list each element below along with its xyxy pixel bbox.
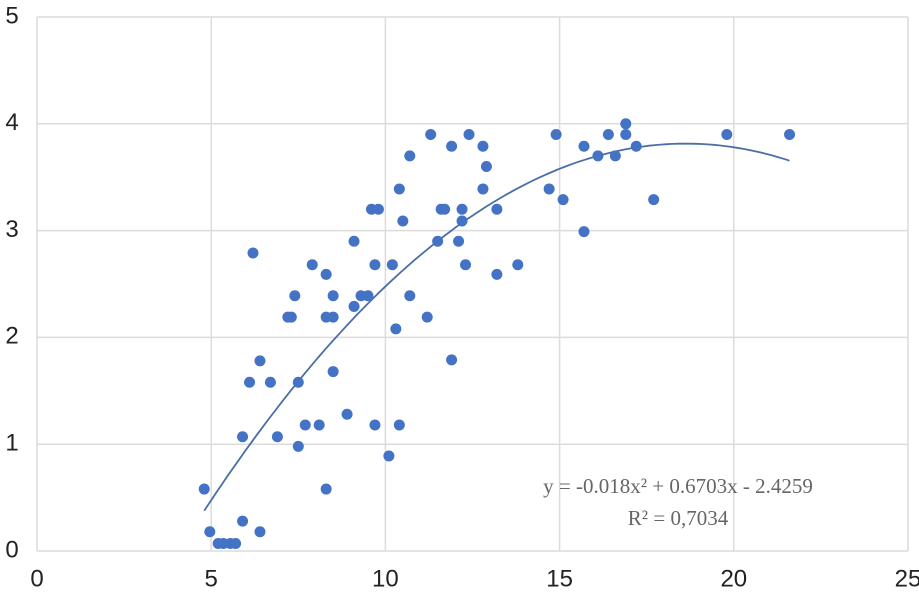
point — [425, 128, 437, 140]
point — [648, 194, 660, 206]
point — [460, 259, 472, 271]
point — [421, 311, 433, 323]
point — [432, 235, 444, 247]
point — [372, 203, 384, 215]
point — [784, 128, 796, 140]
point — [327, 311, 339, 323]
x-tick-label: 10 — [372, 565, 399, 592]
point — [446, 354, 458, 366]
x-tick-label: 0 — [30, 565, 43, 592]
point — [578, 140, 590, 152]
point — [254, 526, 266, 538]
point — [271, 431, 283, 443]
point — [264, 376, 276, 388]
point — [254, 355, 266, 367]
point — [244, 376, 256, 388]
point — [369, 419, 381, 431]
point — [477, 183, 489, 195]
point — [602, 128, 614, 140]
point — [237, 431, 249, 443]
point — [198, 483, 210, 495]
point — [327, 366, 339, 378]
point — [292, 376, 304, 388]
r-squared: R² = 0,7034 — [628, 506, 729, 530]
x-tick-label: 5 — [205, 565, 218, 592]
point — [480, 161, 492, 173]
point — [306, 259, 318, 271]
point — [620, 128, 632, 140]
point — [362, 290, 374, 302]
point — [327, 290, 339, 302]
point — [491, 203, 503, 215]
point — [404, 150, 416, 162]
trendline — [203, 142, 790, 512]
point — [289, 290, 301, 302]
point — [393, 183, 405, 195]
point — [386, 259, 398, 271]
point — [230, 538, 242, 550]
point — [491, 268, 503, 280]
x-tick-label: 20 — [720, 565, 747, 592]
trend-equation: y = -0.018x² + 0.6703x - 2.4259 — [543, 474, 813, 498]
point — [453, 235, 465, 247]
point — [721, 128, 733, 140]
point — [390, 323, 402, 335]
point — [592, 150, 604, 162]
x-tick-label: 25 — [895, 565, 919, 592]
point — [348, 300, 360, 312]
point — [456, 203, 468, 215]
point — [456, 215, 468, 227]
point — [477, 140, 489, 152]
point — [369, 259, 381, 271]
point — [341, 408, 353, 420]
point — [543, 183, 555, 195]
point — [630, 140, 642, 152]
point — [237, 515, 249, 527]
point — [292, 440, 304, 452]
point — [557, 194, 569, 206]
point — [397, 215, 409, 227]
point — [446, 140, 458, 152]
point — [348, 235, 360, 247]
x-tick-label: 15 — [546, 565, 573, 592]
point — [299, 419, 311, 431]
point — [404, 290, 416, 302]
y-tick-label: 1 — [5, 430, 18, 457]
y-tick-label: 5 — [5, 2, 18, 29]
point — [393, 419, 405, 431]
point — [550, 128, 562, 140]
point — [204, 526, 216, 538]
y-tick-label: 4 — [5, 109, 18, 136]
point — [439, 203, 451, 215]
point — [463, 128, 475, 140]
point — [383, 450, 395, 462]
point — [285, 311, 297, 323]
point — [320, 268, 332, 280]
point — [578, 226, 590, 238]
point — [247, 247, 259, 259]
y-tick-label: 2 — [5, 323, 18, 350]
point — [313, 419, 325, 431]
point — [609, 150, 621, 162]
y-tick-label: 0 — [5, 536, 18, 563]
point — [620, 118, 632, 130]
point — [512, 259, 524, 271]
point — [320, 483, 332, 495]
y-tick-label: 3 — [5, 216, 18, 243]
